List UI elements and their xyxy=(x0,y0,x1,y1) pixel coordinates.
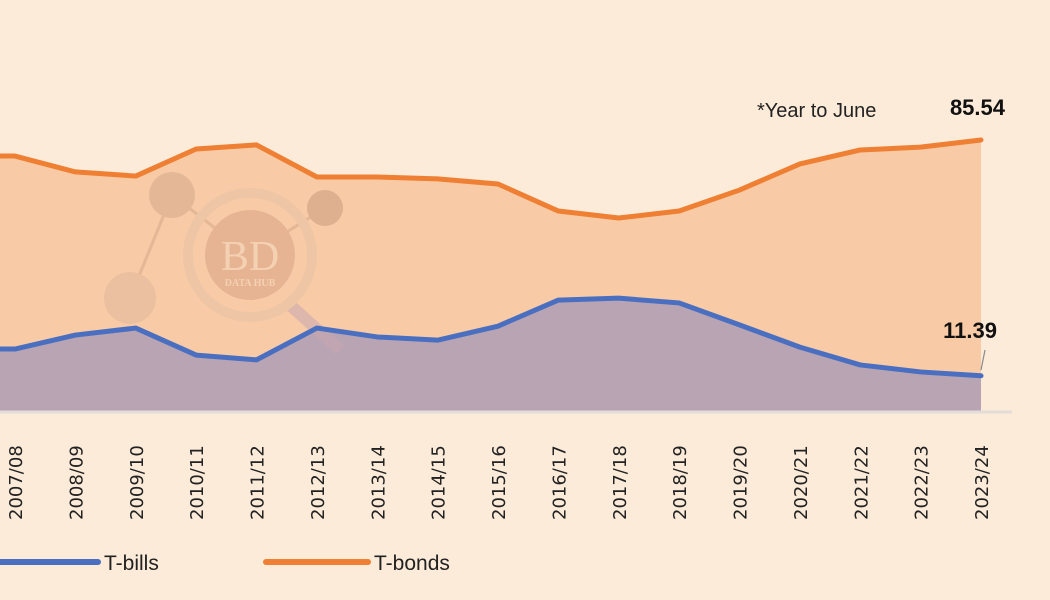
x-tick-label: 2007/08 xyxy=(6,445,27,520)
svg-text:DATA HUB: DATA HUB xyxy=(225,278,276,289)
x-tick-label: 2011/12 xyxy=(248,445,269,520)
x-tick-label: 2022/23 xyxy=(912,445,933,520)
chart-note: *Year to June xyxy=(757,100,876,122)
watermark-logo: BD DATA HUB xyxy=(104,172,345,355)
x-tick-label: 2012/13 xyxy=(308,445,329,520)
x-tick-label: 2008/09 xyxy=(66,445,87,520)
x-tick-label: 2009/10 xyxy=(127,445,148,520)
x-tick-label: 2015/16 xyxy=(489,445,510,520)
x-tick-label: 2017/18 xyxy=(610,445,631,520)
data-label-t-bills: 11.39 xyxy=(943,318,997,343)
line-t-bonds xyxy=(0,137,984,221)
x-tick-label: 2021/22 xyxy=(851,445,872,520)
x-tick-label: 2018/19 xyxy=(670,445,691,520)
legend-label-t-bills: T-bills xyxy=(104,552,159,575)
svg-text:BD: BD xyxy=(221,234,279,280)
x-tick-label: 2014/15 xyxy=(429,445,450,520)
series-areas xyxy=(0,140,981,412)
x-tick-label: 2020/21 xyxy=(791,445,812,520)
data-label-leader xyxy=(980,349,986,371)
x-tick-label: 2016/17 xyxy=(549,445,570,520)
data-label-t-bonds: 85.54 xyxy=(950,95,1006,120)
x-tick-label: 2010/11 xyxy=(187,445,208,520)
x-tick-label: 2023/24 xyxy=(972,445,993,520)
x-tick-label: 2019/20 xyxy=(731,445,752,520)
line-t-bills xyxy=(0,295,984,379)
series-lines xyxy=(0,137,984,379)
x-tick-label: 2013/14 xyxy=(368,445,389,520)
area-t-bills xyxy=(0,298,981,412)
legend-label-t-bonds: T-bonds xyxy=(374,552,450,575)
legend: T-bills T-bonds xyxy=(0,552,450,575)
x-axis-ticks: 2007/08 2008/09 2009/10 2010/11 2011/12 2012/… xyxy=(6,445,993,520)
